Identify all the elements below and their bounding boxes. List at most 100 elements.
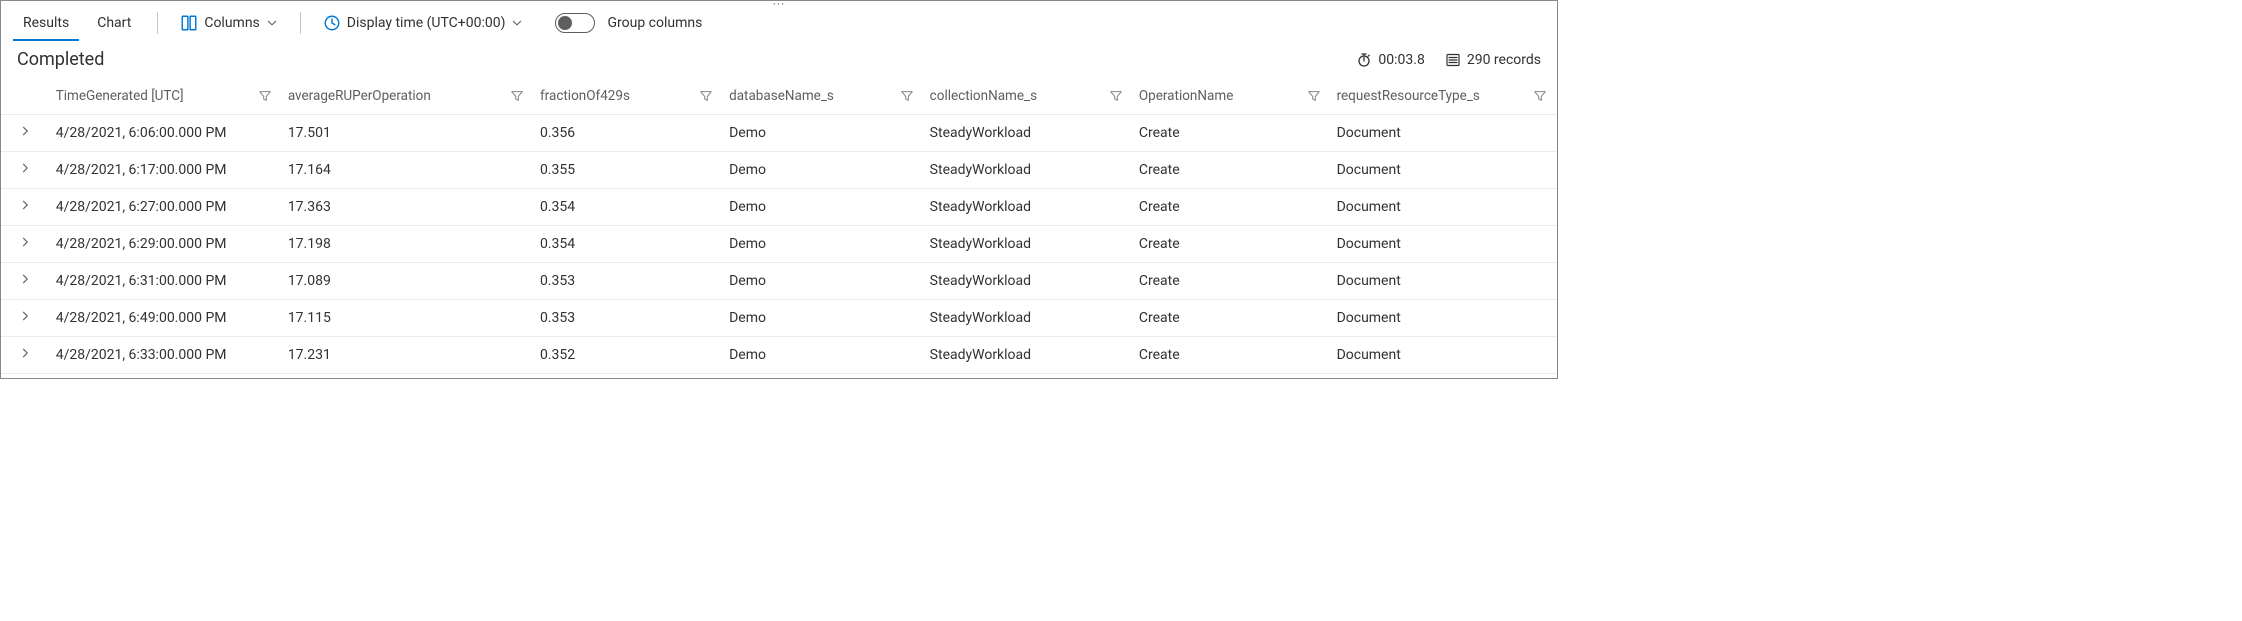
columns-button-label: Columns	[204, 15, 259, 31]
row-expander[interactable]	[1, 115, 50, 152]
group-columns-toggle[interactable]	[555, 13, 595, 33]
filter-icon[interactable]	[900, 89, 914, 103]
clock-icon	[323, 14, 341, 32]
column-label: fractionOf429s	[540, 88, 630, 104]
status-label: Completed	[17, 49, 104, 70]
elapsed-time: 00:03.8	[1356, 52, 1424, 68]
column-header-operationname[interactable]: OperationName	[1133, 78, 1331, 115]
status-bar: Completed 00:03.8 290 records	[1, 45, 1557, 78]
list-icon	[1445, 52, 1461, 68]
columns-button[interactable]: Columns	[174, 10, 283, 36]
tab-results[interactable]: Results	[13, 5, 79, 41]
cell-databaseName_s: Demo	[723, 152, 924, 189]
cell-fractionOf429s: 0.354	[534, 226, 723, 263]
elapsed-time-value: 00:03.8	[1378, 52, 1424, 68]
row-expander[interactable]	[1, 337, 50, 374]
filter-icon[interactable]	[1307, 89, 1321, 103]
cell-collectionName_s: SteadyWorkload	[924, 300, 1133, 337]
table-row: 4/28/2021, 6:27:00.000 PM17.3630.354Demo…	[1, 189, 1557, 226]
cell-averageRUPerOperation: 17.501	[282, 115, 534, 152]
filter-icon[interactable]	[510, 89, 524, 103]
cell-databaseName_s: Demo	[723, 337, 924, 374]
cell-collectionName_s: SteadyWorkload	[924, 263, 1133, 300]
column-header-collectionname[interactable]: collectionName_s	[924, 78, 1133, 115]
cell-databaseName_s: Demo	[723, 115, 924, 152]
column-label: averageRUPerOperation	[288, 88, 431, 104]
column-label: OperationName	[1139, 88, 1234, 104]
cell-databaseName_s: Demo	[723, 263, 924, 300]
results-table: TimeGenerated [UTC] averageRUPerOperatio…	[1, 78, 1557, 374]
cell-databaseName_s: Demo	[723, 300, 924, 337]
expand-all-header	[1, 78, 50, 115]
cell-TimeGenerated: 4/28/2021, 6:06:00.000 PM	[50, 115, 282, 152]
chevron-down-icon	[511, 17, 523, 29]
cell-averageRUPerOperation: 17.363	[282, 189, 534, 226]
cell-collectionName_s: SteadyWorkload	[924, 115, 1133, 152]
filter-icon[interactable]	[1109, 89, 1123, 103]
column-label: databaseName_s	[729, 88, 834, 104]
chevron-down-icon	[266, 17, 278, 29]
column-header-databasename[interactable]: databaseName_s	[723, 78, 924, 115]
separator	[300, 12, 301, 34]
toggle-knob	[558, 16, 572, 30]
stopwatch-icon	[1356, 52, 1372, 68]
columns-icon	[180, 14, 198, 32]
cell-TimeGenerated: 4/28/2021, 6:17:00.000 PM	[50, 152, 282, 189]
cell-averageRUPerOperation: 17.231	[282, 337, 534, 374]
cell-requestResourceType_s: Document	[1331, 300, 1557, 337]
cell-TimeGenerated: 4/28/2021, 6:29:00.000 PM	[50, 226, 282, 263]
cell-OperationName: Create	[1133, 263, 1331, 300]
cell-databaseName_s: Demo	[723, 226, 924, 263]
display-time-button[interactable]: Display time (UTC+00:00)	[317, 10, 530, 36]
cell-requestResourceType_s: Document	[1331, 226, 1557, 263]
filter-icon[interactable]	[699, 89, 713, 103]
filter-icon[interactable]	[258, 89, 272, 103]
row-expander[interactable]	[1, 300, 50, 337]
cell-collectionName_s: SteadyWorkload	[924, 337, 1133, 374]
cell-fractionOf429s: 0.356	[534, 115, 723, 152]
column-header-averageru[interactable]: averageRUPerOperation	[282, 78, 534, 115]
cell-requestResourceType_s: Document	[1331, 115, 1557, 152]
cell-TimeGenerated: 4/28/2021, 6:33:00.000 PM	[50, 337, 282, 374]
filter-icon[interactable]	[1533, 89, 1547, 103]
row-expander[interactable]	[1, 152, 50, 189]
tab-chart[interactable]: Chart	[87, 5, 141, 41]
cell-OperationName: Create	[1133, 115, 1331, 152]
cell-requestResourceType_s: Document	[1331, 263, 1557, 300]
cell-requestResourceType_s: Document	[1331, 152, 1557, 189]
column-header-fraction429[interactable]: fractionOf429s	[534, 78, 723, 115]
cell-averageRUPerOperation: 17.198	[282, 226, 534, 263]
cell-fractionOf429s: 0.352	[534, 337, 723, 374]
table-header-row: TimeGenerated [UTC] averageRUPerOperatio…	[1, 78, 1557, 115]
record-count-value: 290 records	[1467, 52, 1541, 68]
cell-averageRUPerOperation: 17.115	[282, 300, 534, 337]
cell-requestResourceType_s: Document	[1331, 337, 1557, 374]
cell-OperationName: Create	[1133, 300, 1331, 337]
cell-averageRUPerOperation: 17.164	[282, 152, 534, 189]
cell-collectionName_s: SteadyWorkload	[924, 152, 1133, 189]
table-row: 4/28/2021, 6:06:00.000 PM17.5010.356Demo…	[1, 115, 1557, 152]
cell-OperationName: Create	[1133, 226, 1331, 263]
table-row: 4/28/2021, 6:17:00.000 PM17.1640.355Demo…	[1, 152, 1557, 189]
cell-OperationName: Create	[1133, 337, 1331, 374]
row-expander[interactable]	[1, 226, 50, 263]
separator	[157, 12, 158, 34]
cell-fractionOf429s: 0.354	[534, 189, 723, 226]
cell-TimeGenerated: 4/28/2021, 6:27:00.000 PM	[50, 189, 282, 226]
column-label: TimeGenerated [UTC]	[56, 88, 184, 104]
row-expander[interactable]	[1, 189, 50, 226]
query-results-panel: ··· Results Chart Columns Display time (…	[0, 0, 1558, 379]
cell-TimeGenerated: 4/28/2021, 6:31:00.000 PM	[50, 263, 282, 300]
column-label: requestResourceType_s	[1337, 88, 1480, 104]
row-expander[interactable]	[1, 263, 50, 300]
column-header-requestresourcetype[interactable]: requestResourceType_s	[1331, 78, 1557, 115]
cell-fractionOf429s: 0.353	[534, 263, 723, 300]
cell-collectionName_s: SteadyWorkload	[924, 226, 1133, 263]
cell-fractionOf429s: 0.353	[534, 300, 723, 337]
table-row: 4/28/2021, 6:49:00.000 PM17.1150.353Demo…	[1, 300, 1557, 337]
record-count: 290 records	[1445, 52, 1541, 68]
display-time-label: Display time (UTC+00:00)	[347, 15, 506, 31]
overflow-ellipsis-icon[interactable]: ···	[773, 0, 785, 11]
column-header-timegenerated[interactable]: TimeGenerated [UTC]	[50, 78, 282, 115]
cell-OperationName: Create	[1133, 152, 1331, 189]
